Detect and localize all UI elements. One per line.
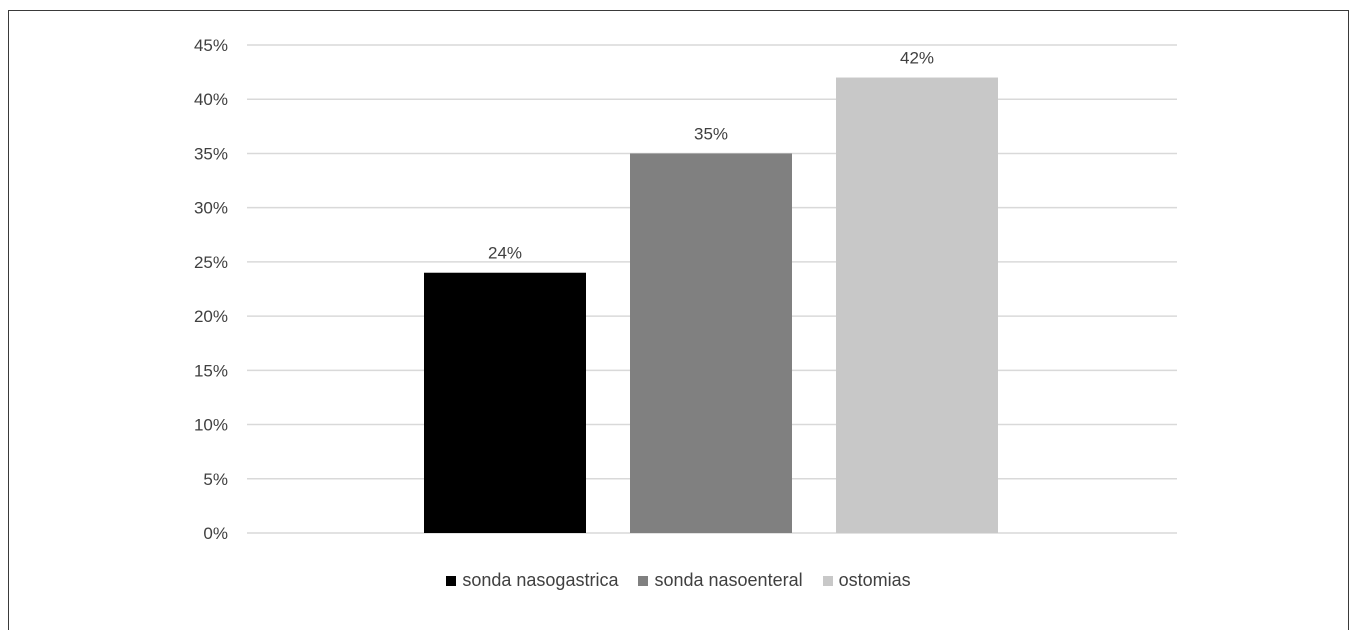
y-tick-label: 10% [194,416,228,435]
legend-swatch [638,575,649,586]
bar-ostomias [836,77,998,534]
bars [424,77,998,534]
y-tick-label: 45% [194,36,228,55]
y-tick-label: 15% [194,361,228,380]
y-tick-label: 20% [194,307,228,326]
y-tick-label: 40% [194,90,228,109]
legend-label: sonda nasogastrica [462,570,619,590]
y-tick-label: 0% [203,524,228,543]
y-tick-label: 25% [194,253,228,272]
y-axis-ticks: 0% 5% 10% 15% 20% 25% 30% 35% 40% 45% [194,36,228,543]
legend-item-sonda-nasoenteral: sonda nasoenteral [638,570,803,591]
legend-item-sonda-nasogastrica: sonda nasogastrica [446,570,618,591]
bar-chart: 0% 5% 10% 15% 20% 25% 30% 35% 40% 45% 24% 35% 42% [194,36,1177,543]
data-label: 24% [488,244,522,263]
data-label: 35% [694,124,728,143]
data-labels: 24% 35% 42% [488,49,934,263]
bar-sonda-nasoenteral [630,153,792,533]
legend-label: sonda nasoenteral [654,570,803,590]
data-label: 42% [900,49,934,68]
y-tick-label: 35% [194,144,228,163]
legend: sonda nasogastrica sonda nasoenteral ost… [0,570,1357,591]
legend-swatch [446,575,457,586]
bar-sonda-nasogastrica [424,272,586,533]
legend-item-ostomias: ostomias [822,570,911,591]
y-tick-label: 30% [194,199,228,218]
chart-frame [8,10,1349,630]
legend-swatch [822,575,833,586]
y-tick-label: 5% [203,470,228,489]
legend-label: ostomias [838,570,911,590]
